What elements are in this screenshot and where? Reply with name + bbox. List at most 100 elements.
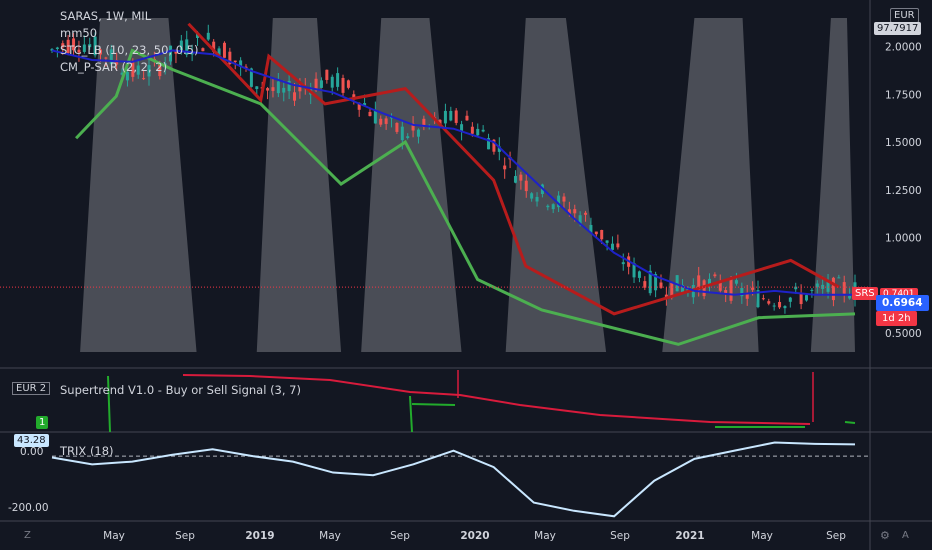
candle-body [799,292,803,305]
x-tick-label: May [103,530,125,542]
candle-body [390,116,394,119]
candle-body [411,123,415,131]
trix-tick-1: -200.00 [8,502,49,514]
candle-body [831,277,835,301]
candle-body [104,57,108,59]
candle-body [77,49,81,53]
sub1-legend[interactable]: Supertrend V1.0 - Buy or Sell Signal (3,… [60,383,301,397]
candle-body [271,87,275,91]
candle-body [487,138,491,150]
candle-body [476,128,480,136]
candle-body [557,195,561,208]
candle-body [346,80,350,88]
candle-body [287,80,291,92]
x-tick-label: Sep [610,530,630,542]
candle-body [93,36,97,56]
currency-badge[interactable]: EUR [890,8,919,23]
candle-body [249,68,253,87]
candle-body [707,278,711,285]
candle-body [115,59,119,65]
candle-body [810,289,814,291]
indicator-stc[interactable]: STC_LB (10, 23, 50, 0.5) [60,43,199,57]
candle-body [562,196,566,202]
y-tick-label: 1.5000 [885,137,922,149]
candle-body [255,86,259,90]
candle-body [125,72,129,81]
candle-body [222,42,226,58]
x-tick-label: Sep [826,530,846,542]
candle-body [740,287,744,297]
candle-body [783,306,787,309]
candle-body [136,65,140,75]
trix-tick-0: 0.00 [20,446,44,458]
candle-body [196,33,200,38]
candle-body [681,284,685,293]
candle-body [330,76,334,88]
candle-body [772,305,776,307]
candle-body [82,44,86,52]
candle-body [449,110,453,121]
candle-body [594,231,598,235]
candle-body [384,118,388,124]
candle-body [185,39,189,55]
gear-icon[interactable]: ⚙ [880,529,890,542]
indicator-mm50[interactable]: mm50 [60,26,98,40]
candle-body [648,270,652,294]
candle-body [400,126,404,141]
candle-body [443,110,447,124]
candle-body [734,280,738,284]
x-tick-label: Sep [175,530,195,542]
candle-body [169,45,173,62]
candle-body [513,176,517,183]
y-tick-label: 1.2500 [885,185,922,197]
candle-body [767,301,771,304]
candle-body [293,92,297,101]
candle-body [99,49,103,55]
indicator-psar[interactable]: CM_P-SAR (2, 2, 2) [60,60,168,74]
srs-label: SRS [852,287,878,300]
candle-body [584,212,588,215]
candle-body [55,47,59,49]
candle-body [567,209,571,215]
candle-body [837,277,841,279]
sub2-legend[interactable]: TRIX (18) [60,444,114,458]
symbol-title: SARAS, 1W, MIL [60,9,152,23]
auto-scale-icon[interactable]: A [902,530,909,541]
candle-body [535,196,539,202]
candle-body [815,283,819,288]
countdown-label: 1d 2h [876,311,917,326]
candle-body [201,48,205,52]
y-tick-label: 0.5000 [885,328,922,340]
candle-body [363,103,367,106]
candle-body [72,38,76,51]
candle-body [761,298,765,300]
candle-body [524,180,528,192]
candle-body [670,283,674,298]
candle-body [61,43,65,48]
candle-body [643,281,647,288]
mm50-line [51,49,855,296]
candle-body [605,240,609,243]
supertrend-signal-label: 1 [36,416,49,429]
z-icon[interactable]: Z [24,530,31,541]
candle-body [341,77,345,93]
candle-body [616,243,620,248]
candle-body [751,287,755,290]
candle-body [713,274,717,277]
candle-body [325,69,329,80]
candle-body [373,109,377,124]
candle-body [217,48,221,56]
candle-body [503,165,507,170]
candle-body [282,87,286,93]
candle-body [826,280,830,292]
candle-body [233,60,237,63]
candle-body [632,263,636,278]
candle-body [573,209,577,214]
candle-body [319,80,323,88]
candle-body [481,129,485,132]
candle-body [88,44,92,48]
candle-body [551,204,555,210]
x-tick-label: May [534,530,556,542]
top-cut-value: 97.7917 [874,22,922,35]
